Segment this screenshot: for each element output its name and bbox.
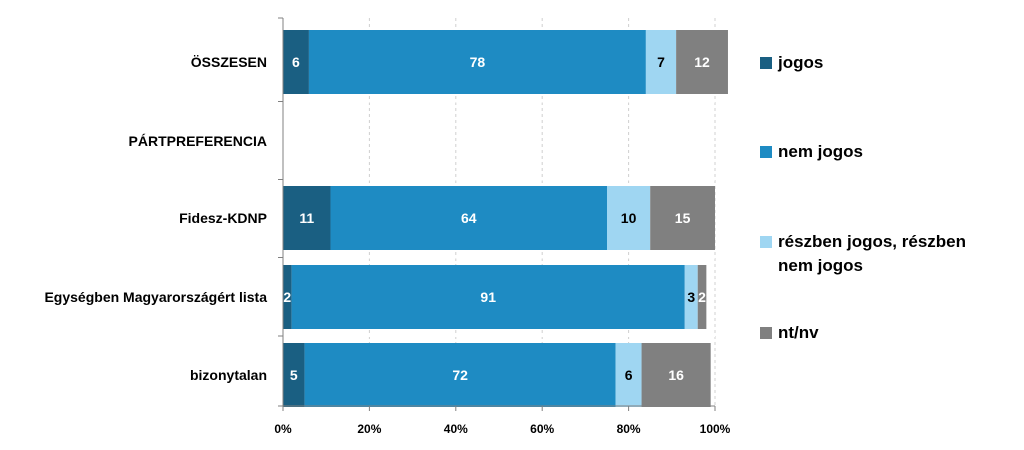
x-tick-label: 20% <box>357 422 381 436</box>
bar-value-label: 16 <box>668 367 684 383</box>
bar-1-nt-nv <box>676 30 728 94</box>
legend-swatch <box>760 236 772 248</box>
bar-value-label: 64 <box>461 210 477 226</box>
bar-1-nem-jogos <box>308 30 646 94</box>
bar-5-jogos <box>283 343 305 407</box>
bar-value-label: 5 <box>290 367 298 383</box>
x-tick-label: 40% <box>444 422 468 436</box>
legend-swatch <box>760 327 772 339</box>
bar-value-label: 72 <box>452 367 468 383</box>
bar-value-label: 15 <box>675 210 691 226</box>
legend-label: nt/nv <box>778 323 819 342</box>
bar-value-label: 6 <box>292 54 300 70</box>
legend-label: jogos <box>777 53 823 72</box>
bar-value-label: 11 <box>299 210 314 226</box>
bar-value-label: 6 <box>625 367 633 383</box>
legend-label: nem jogos <box>778 256 863 275</box>
bar-1-jogos <box>283 30 309 94</box>
x-tick-label: 0% <box>274 422 292 436</box>
x-tick-label: 60% <box>530 422 554 436</box>
category-label: Egységben Magyarországért lista <box>44 289 267 305</box>
category-label: PÁRTPREFERENCIA <box>129 133 267 149</box>
bar-3-nt-nv <box>650 186 715 250</box>
bar-4-r-szben-jogos-r-szben-nem-jogos <box>684 265 698 329</box>
bar-5-nt-nv <box>641 343 711 407</box>
bar-4-nt-nv <box>697 265 707 329</box>
bar-4-nem-jogos <box>291 265 685 329</box>
bar-value-label: 3 <box>687 289 695 305</box>
legend: jogos nem jogos részben jogos, részben nem … <box>760 53 966 342</box>
category-label: ÖSSZESEN <box>191 54 267 70</box>
x-tick-label: 80% <box>617 422 641 436</box>
bar-value-label: 10 <box>621 210 637 226</box>
bar-3-jogos <box>283 186 331 250</box>
legend-swatch <box>760 57 772 69</box>
legend-swatch <box>760 146 772 158</box>
bar-1-r-szben-jogos-r-szben-nem-jogos <box>645 30 677 94</box>
axes: ÖSSZESEN PÁRTPREFERENCIA Fidesz-KDNP Egység… <box>44 17 731 436</box>
bar-4-jogos <box>283 265 292 329</box>
bar-value-label: 78 <box>470 54 486 70</box>
bar-value-label: 12 <box>694 54 710 70</box>
bar-5-r-szben-jogos-r-szben-nem-jogos <box>615 343 642 407</box>
bar-5-nem-jogos <box>304 343 616 407</box>
bar-value-label: 2 <box>698 289 706 305</box>
category-label: Fidesz-KDNP <box>179 210 267 226</box>
legend-label: nem jogos <box>778 142 863 161</box>
bar-value-label: 91 <box>480 289 496 305</box>
bar-value-label: 7 <box>657 54 665 70</box>
bar-3-nem-jogos <box>330 186 607 250</box>
bar-value-label: 2 <box>283 289 291 305</box>
bar-3-r-szben-jogos-r-szben-nem-jogos <box>607 186 651 250</box>
category-label: bizonytalan <box>190 367 267 383</box>
x-tick-label: 100% <box>700 422 731 436</box>
legend-label: részben jogos, részben <box>778 232 966 251</box>
